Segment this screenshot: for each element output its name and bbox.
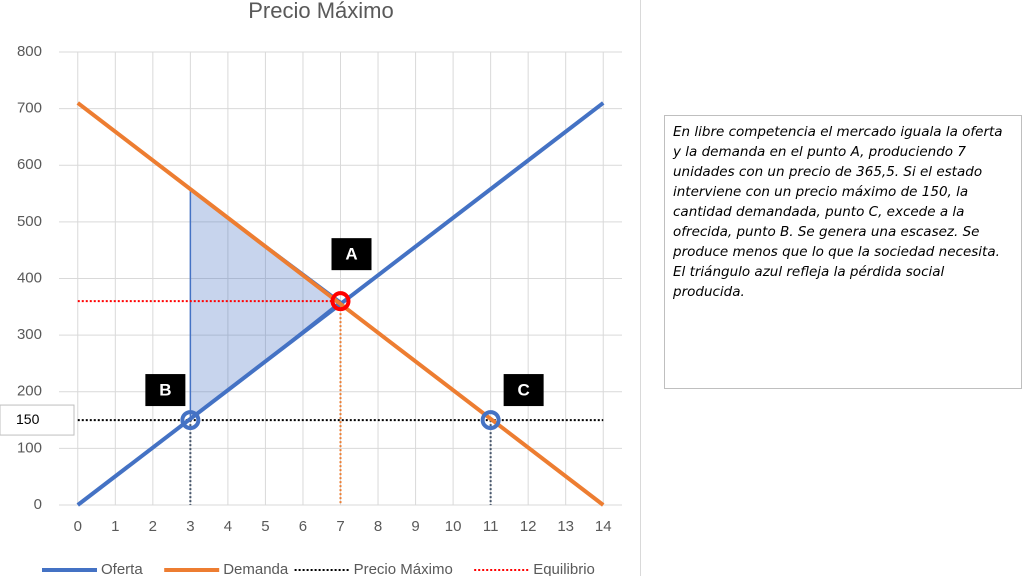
x-tick-label: 13 xyxy=(557,518,574,535)
x-tick-label: 4 xyxy=(224,518,232,535)
y-tick-label: 200 xyxy=(17,383,42,400)
point-marker xyxy=(330,291,351,312)
legend-label: Demanda xyxy=(223,561,289,576)
x-tick-label: 0 xyxy=(74,518,82,535)
point-marker xyxy=(480,410,501,431)
y-tick-label: 700 xyxy=(17,100,42,117)
y-tick-label: 0 xyxy=(34,496,42,513)
chart: Precio Máximo 0 100 200 300 400 500 600 700 800 0… xyxy=(0,0,622,576)
x-tick-label: 12 xyxy=(520,518,537,535)
x-tick-label: 2 xyxy=(149,518,157,535)
point-label-box xyxy=(331,238,372,271)
y-tick-label: 600 xyxy=(17,156,42,173)
chart-border xyxy=(640,0,641,576)
point-label: B xyxy=(159,381,171,400)
x-tick-label: 10 xyxy=(445,518,462,535)
x-tick-label: 1 xyxy=(111,518,119,535)
highlight-tick-label: 150 xyxy=(16,411,40,427)
x-tick-label: 7 xyxy=(336,518,344,535)
y-tick-label: 100 xyxy=(17,439,42,456)
y-tick-label: 400 xyxy=(17,269,42,286)
point-label-box xyxy=(145,374,186,407)
point-label: A xyxy=(345,245,357,264)
y-tick-label: 300 xyxy=(17,326,42,343)
x-tick-label: 8 xyxy=(374,518,382,535)
legend-label: Precio Máximo xyxy=(354,561,453,576)
x-tick-label: 3 xyxy=(186,518,194,535)
x-tick-label: 9 xyxy=(411,518,419,535)
x-tick-label: 5 xyxy=(261,518,269,535)
series-line xyxy=(76,101,605,507)
point-label-box xyxy=(503,374,544,407)
point-label: C xyxy=(517,381,529,400)
note-box: En libre competencia el mercado iguala l… xyxy=(664,115,1022,389)
highlight-tick-box xyxy=(0,404,75,436)
legend-label: Oferta xyxy=(101,561,143,576)
point-marker xyxy=(180,410,201,431)
y-tick-label: 500 xyxy=(17,213,42,230)
legend-label: Equilibrio xyxy=(533,561,595,576)
chart-title: Precio Máximo xyxy=(248,0,393,23)
x-tick-label: 11 xyxy=(483,518,499,535)
x-tick-label: 6 xyxy=(299,518,307,535)
x-tick-label: 14 xyxy=(595,518,612,535)
y-tick-label: 800 xyxy=(17,43,42,60)
